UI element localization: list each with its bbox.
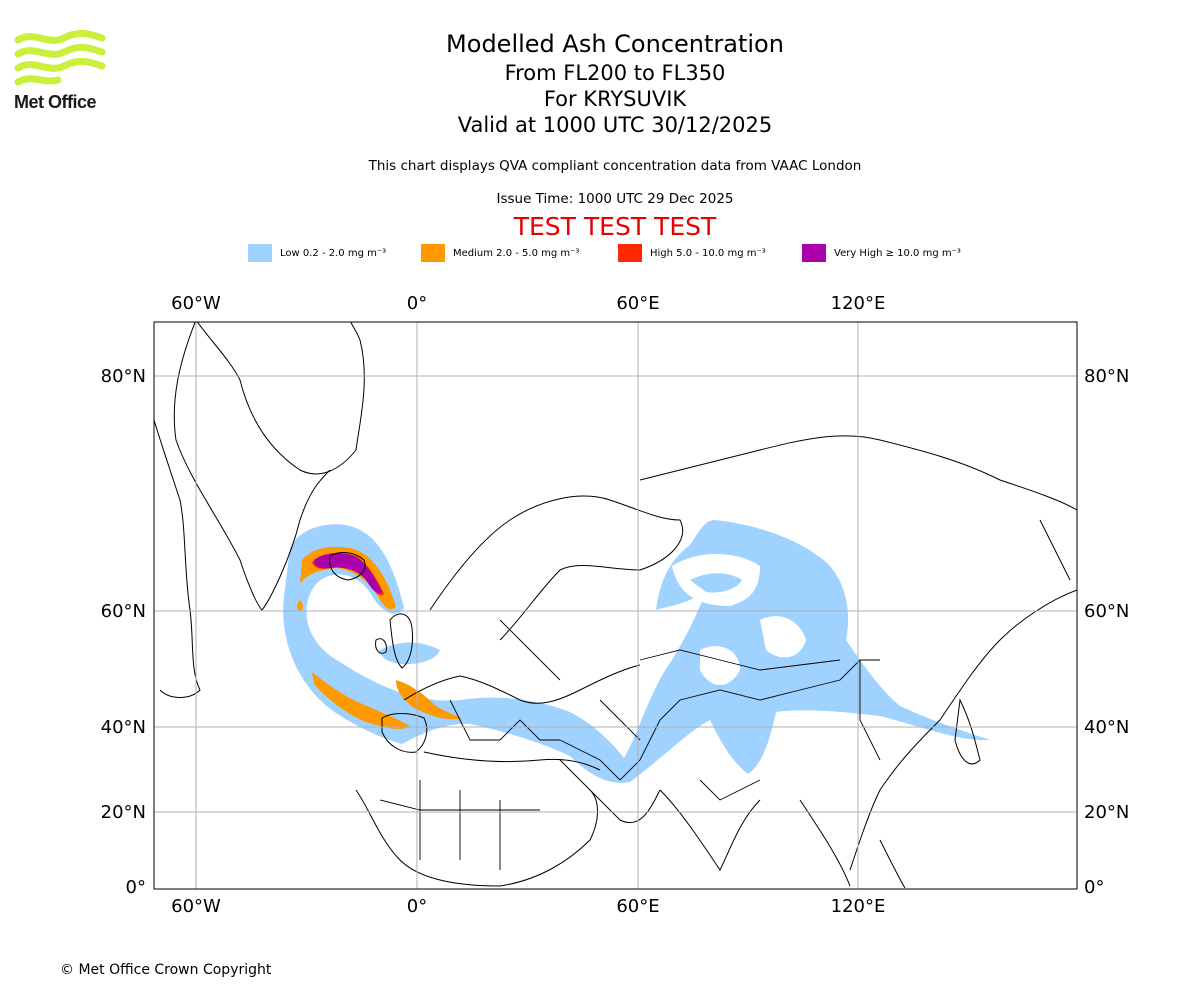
lat-label-right-60n: 60°N: [1084, 601, 1129, 622]
greenland-coast: [196, 322, 365, 475]
lon-label-bottom-60w: 60°W: [171, 896, 221, 917]
legend-item-medium: Medium 2.0 - 5.0 mg m⁻³: [421, 244, 579, 262]
lat-label-left-20n: 20°N: [101, 802, 146, 823]
legend-label-low: Low 0.2 - 2.0 mg m⁻³: [280, 247, 387, 259]
arabia-coast: [559, 759, 661, 824]
lon-label-bottom-0: 0°: [407, 896, 427, 917]
test-banner: TEST TEST TEST: [513, 212, 717, 241]
map-frame-bg: [154, 322, 1077, 889]
lat-label-left-80n: 80°N: [101, 366, 146, 387]
ash-very-high-region: [314, 552, 382, 594]
coastlines: [154, 322, 1077, 889]
qva-disclaimer: This chart displays QVA compliant concen…: [368, 158, 862, 174]
lat-label-left-60n: 60°N: [101, 601, 146, 622]
volcano-name: For KRYSUVIK: [543, 87, 687, 111]
issue-time: Issue Time: 1000 UTC 29 Dec 2025: [496, 191, 734, 207]
legend-label-medium: Medium 2.0 - 5.0 mg m⁻³: [453, 247, 580, 259]
lat-label-right-80n: 80°N: [1084, 366, 1129, 387]
iberia-coast: [381, 713, 428, 753]
lat-label-left-40n: 40°N: [101, 717, 146, 738]
graticule: [154, 322, 1077, 889]
legend-label-high: High 5.0 - 10.0 mg m⁻³: [650, 247, 766, 259]
chart-titles: Modelled Ash Concentration From FL200 to…: [0, 28, 1200, 138]
japan: [954, 698, 981, 765]
lon-label-top-60e: 60°E: [616, 293, 659, 314]
lat-label-left-0: 0°: [126, 877, 146, 898]
legend-swatch-low: [248, 244, 272, 262]
met-office-waves-icon: [14, 30, 106, 86]
europe-coast: [403, 664, 641, 704]
british-isles: [375, 613, 413, 669]
legend-swatch-very-high: [802, 244, 826, 262]
lat-label-right-20n: 20°N: [1084, 802, 1129, 823]
copyright: © Met Office Crown Copyright: [60, 962, 272, 978]
lat-label-right-0: 0°: [1084, 877, 1104, 898]
map-frame: [153, 321, 1078, 890]
flight-level-range: From FL200 to FL350: [504, 61, 726, 85]
country-borders: [379, 619, 881, 870]
legend-label-very-high: Very High ≥ 10.0 mg m⁻³: [834, 247, 961, 259]
valid-time: Valid at 1000 UTC 30/12/2025: [457, 113, 773, 137]
legend-swatch-medium: [421, 244, 445, 262]
kamchatka: [1039, 519, 1071, 581]
ash-map: 60°W 0° 60°E 120°E 60°W 0° 60°E 120°E 80…: [101, 293, 1130, 917]
chart-title: Modelled Ash Concentration: [446, 30, 784, 58]
legend-item-high: High 5.0 - 10.0 mg m⁻³: [618, 244, 766, 262]
iceland-coast: [329, 552, 366, 581]
lon-label-top-120e: 120°E: [831, 293, 886, 314]
lon-label-bottom-120e: 120°E: [831, 896, 886, 917]
met-office-logo: Met Office: [14, 30, 110, 112]
lat-label-right-40n: 40°N: [1084, 717, 1129, 738]
greenland-south: [173, 322, 331, 611]
lon-label-bottom-60e: 60°E: [616, 896, 659, 917]
met-office-logo-text: Met Office: [14, 92, 97, 112]
lon-label-top-0: 0°: [407, 293, 427, 314]
legend-swatch-high: [618, 244, 642, 262]
mediterranean-coast: [423, 751, 601, 771]
canada-coast: [154, 419, 201, 698]
russia-arctic-coast: [639, 435, 1077, 511]
legend-item-low: Low 0.2 - 2.0 mg m⁻³: [248, 244, 386, 262]
india-coast: [659, 789, 761, 871]
scandinavia-coast: [429, 495, 684, 641]
lon-label-top-60w: 60°W: [171, 293, 221, 314]
africa-coast: [355, 789, 598, 887]
east-asia-coast: [849, 589, 1077, 871]
ash-low-region: [283, 520, 990, 783]
legend-item-very-high: Very High ≥ 10.0 mg m⁻³: [802, 244, 961, 262]
southeast-asia: [799, 799, 906, 889]
